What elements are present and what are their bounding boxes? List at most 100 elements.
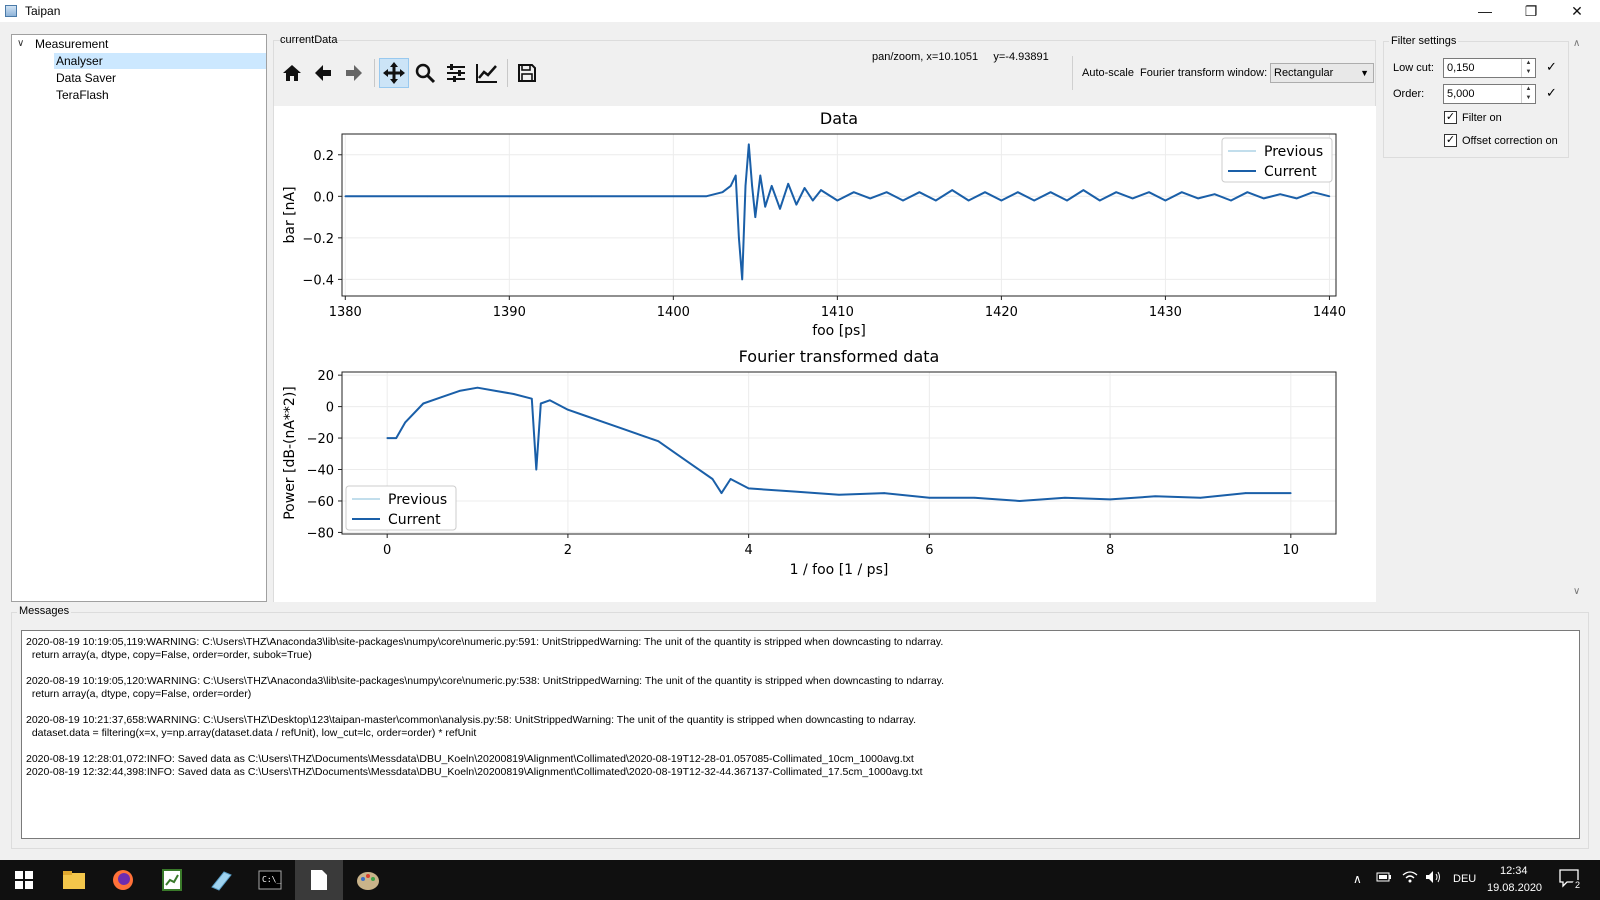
data-point xyxy=(885,191,888,193)
data-point xyxy=(744,185,747,187)
document-icon[interactable] xyxy=(295,860,343,900)
data-point xyxy=(1164,199,1167,202)
file-explorer-icon[interactable] xyxy=(50,860,98,900)
messages-log[interactable]: 2020-08-19 10:19:05,119:WARNING: C:\User… xyxy=(21,630,1580,839)
ft-window-select[interactable]: Rectangular ▼ xyxy=(1270,63,1374,83)
filter-settings-title: Filter settings xyxy=(1389,35,1459,47)
messages-group xyxy=(11,612,1589,849)
data-point xyxy=(973,497,976,499)
x-tick-label: 6 xyxy=(925,543,933,558)
ft-window-label: Fourier transform window: xyxy=(1140,67,1268,79)
data-point xyxy=(1263,197,1265,200)
input-language[interactable]: DEU xyxy=(1453,873,1477,885)
data-point xyxy=(639,434,641,436)
low-cut-spinbox[interactable]: 0,150 ▲ ▼ xyxy=(1443,58,1536,78)
low-cut-label: Low cut: xyxy=(1393,62,1434,74)
x-tick-label: 1380 xyxy=(329,305,362,320)
message-line xyxy=(26,740,1575,753)
data-point xyxy=(426,195,429,198)
battery-icon[interactable] xyxy=(1376,871,1392,886)
data-point xyxy=(535,468,538,471)
data-point xyxy=(657,440,660,443)
x-tick-label: 1400 xyxy=(657,305,690,320)
legend-label: Current xyxy=(1264,164,1317,180)
data-point xyxy=(1033,199,1035,202)
data-point xyxy=(344,195,347,198)
data-point xyxy=(795,203,798,206)
offset-correction-checkbox[interactable]: ✓ xyxy=(1444,134,1457,147)
pan-icon[interactable] xyxy=(379,58,409,88)
notifications-icon[interactable] xyxy=(1559,869,1581,892)
measurement-tree[interactable]: ∨ Measurement Analyser Data Saver TeraFl… xyxy=(11,34,267,602)
data-point xyxy=(1064,497,1066,499)
plot-canvas[interactable]: 1380 1390 1400 1410 1420 1430 1440 0.2 0.0 −0.2 −0… xyxy=(274,106,1376,602)
back-arrow-icon[interactable] xyxy=(308,58,338,88)
legend-label: Current xyxy=(388,512,441,528)
python-app-icon[interactable] xyxy=(344,860,392,900)
data-point xyxy=(590,195,593,198)
x-axis-label: foo [ps] xyxy=(812,323,866,339)
data-point xyxy=(738,237,740,239)
data-point xyxy=(675,452,678,455)
save-icon[interactable] xyxy=(512,58,542,88)
filter-on-checkbox[interactable]: ✓ xyxy=(1444,111,1457,124)
edit-axis-icon[interactable] xyxy=(472,58,502,88)
data-point xyxy=(1312,191,1314,193)
message-line xyxy=(26,701,1575,714)
data-point xyxy=(1000,199,1003,202)
home-icon[interactable] xyxy=(277,58,307,88)
tree-item-measurement[interactable]: Measurement xyxy=(35,37,109,51)
data-point xyxy=(754,216,757,218)
message-line: 2020-08-19 10:19:05,120:WARNING: C:\User… xyxy=(26,675,945,687)
clock-time[interactable]: 12:34 xyxy=(1500,865,1528,877)
scroll-up-icon[interactable]: ∧ xyxy=(1573,38,1581,49)
filter-on-label: Filter on xyxy=(1462,112,1502,124)
scroll-down-icon[interactable]: ∨ xyxy=(1573,586,1581,597)
windows-start-icon[interactable] xyxy=(0,860,48,900)
order-value: 5,000 xyxy=(1447,88,1475,100)
tree-item-teraflash[interactable]: TeraFlash xyxy=(56,88,109,102)
tree-item-data-saver[interactable]: Data Saver xyxy=(56,71,117,85)
y-tick-label: 0.2 xyxy=(313,149,334,164)
data-point xyxy=(508,195,511,198)
data-point xyxy=(734,174,737,177)
restore-button[interactable]: ❐ xyxy=(1524,2,1538,19)
data-point xyxy=(422,402,425,405)
data-point xyxy=(1066,199,1068,202)
volume-icon[interactable] xyxy=(1425,870,1443,887)
forward-arrow-icon[interactable] xyxy=(339,58,369,88)
data-point xyxy=(967,199,970,202)
current-data-label: currentData xyxy=(280,34,338,46)
spin-arrows-icon[interactable]: ▲ ▼ xyxy=(1521,59,1535,77)
data-point xyxy=(540,402,542,405)
data-point xyxy=(1279,193,1282,196)
y-tick-label: −80 xyxy=(307,526,334,541)
x-tick-label: 1420 xyxy=(985,305,1018,320)
y-axis-label: bar [nA] xyxy=(282,186,298,243)
tray-chevron-up-icon[interactable]: ∧ xyxy=(1353,872,1362,886)
wifi-icon[interactable] xyxy=(1402,870,1418,887)
data-point xyxy=(386,437,388,439)
auto-scale-button[interactable]: Auto-scale xyxy=(1082,67,1134,79)
minimize-button[interactable]: — xyxy=(1478,3,1492,19)
data-point xyxy=(869,197,871,200)
low-cut-confirm-icon[interactable]: ✓ xyxy=(1546,59,1557,74)
notes-app-icon[interactable] xyxy=(148,860,196,900)
data-point xyxy=(711,478,714,480)
spin-arrows-icon[interactable]: ▲ ▼ xyxy=(1521,85,1535,103)
data-point xyxy=(1049,191,1052,193)
order-spinbox[interactable]: 5,000 ▲ ▼ xyxy=(1443,84,1536,104)
order-confirm-icon[interactable]: ✓ xyxy=(1546,85,1557,100)
firefox-icon[interactable] xyxy=(99,860,147,900)
zoom-icon[interactable] xyxy=(410,58,440,88)
data-point xyxy=(793,490,795,493)
tree-item-analyser[interactable]: Analyser xyxy=(54,53,266,69)
clock-date[interactable]: 19.08.2020 xyxy=(1487,882,1543,894)
eraser-app-icon[interactable] xyxy=(197,860,245,900)
terminal-icon[interactable]: C:\_ xyxy=(246,860,294,900)
chevron-down-icon[interactable]: ∨ xyxy=(17,38,25,49)
data-point xyxy=(902,199,904,202)
close-button[interactable]: ✕ xyxy=(1571,2,1583,19)
data-point xyxy=(476,386,479,389)
configure-subplots-icon[interactable] xyxy=(441,58,471,88)
